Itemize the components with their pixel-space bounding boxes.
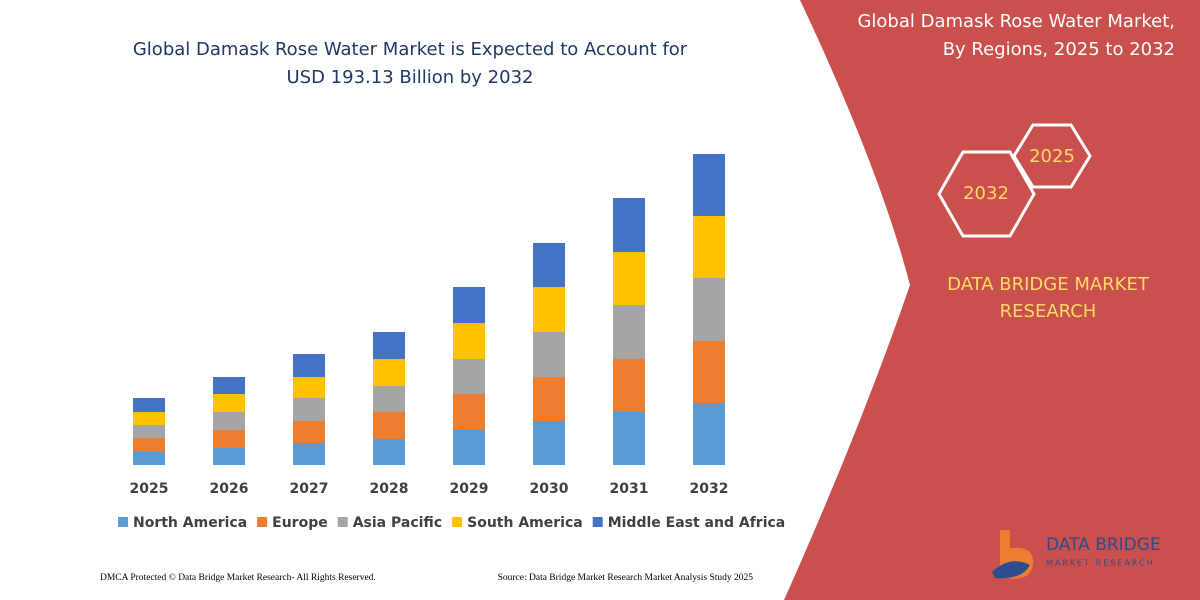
bar-segment xyxy=(213,377,245,394)
footer-source: Source: Data Bridge Market Research Mark… xyxy=(498,573,754,583)
bar-segment xyxy=(293,443,325,465)
bar-segment xyxy=(213,448,245,465)
bar-segment xyxy=(613,359,645,412)
legend-label: Asia Pacific xyxy=(353,515,442,531)
panel-title: Global Damask Rose Water Market, xyxy=(857,11,1175,32)
red-panel xyxy=(784,0,1200,600)
bar-segment xyxy=(453,287,485,323)
legend-swatch xyxy=(337,517,348,527)
chart-title: USD 193.13 Billion by 2032 xyxy=(287,67,534,88)
bar-segment xyxy=(293,398,325,421)
bar-segment xyxy=(613,412,645,465)
bar-segment xyxy=(533,243,565,287)
bar-segment xyxy=(373,359,405,386)
bar-segment xyxy=(213,412,245,430)
brand-text: RESEARCH xyxy=(1000,301,1097,322)
bar-segment xyxy=(693,341,725,403)
bar-segment xyxy=(693,403,725,465)
chart-title: Global Damask Rose Water Market is Expec… xyxy=(133,39,688,60)
bar-segment xyxy=(293,421,325,443)
bar-segment xyxy=(533,332,565,377)
bar-segment xyxy=(693,216,725,278)
x-tick-label: 2031 xyxy=(610,481,649,497)
bar-segment xyxy=(533,421,565,465)
bar-segment xyxy=(133,438,165,452)
bar-segment xyxy=(373,439,405,465)
bar-segment xyxy=(453,323,485,359)
bar-segment xyxy=(693,278,725,341)
hexagon-label: 2032 xyxy=(963,183,1009,204)
legend-swatch xyxy=(592,517,603,527)
bar-segment xyxy=(373,412,405,439)
bar-segment xyxy=(613,305,645,359)
legend-label: North America xyxy=(133,515,247,531)
bar-segment xyxy=(213,430,245,448)
legend-label: South America xyxy=(467,515,583,531)
bar-segment xyxy=(133,398,165,412)
footer-note: DMCA Protected © Data Bridge Market Rese… xyxy=(100,572,376,583)
bar-segment xyxy=(293,354,325,377)
legend-swatch xyxy=(257,517,268,527)
bar-segment xyxy=(533,287,565,332)
hexagon xyxy=(937,150,1036,238)
bar-segment xyxy=(213,394,245,412)
bar-segment xyxy=(693,154,725,216)
bar-segment xyxy=(133,425,165,438)
bar-segment xyxy=(133,452,165,465)
x-tick-label: 2028 xyxy=(370,481,409,497)
x-tick-label: 2030 xyxy=(530,481,569,497)
bar-segment xyxy=(133,412,165,425)
bar-segment xyxy=(613,252,645,305)
logo-name: DATA BRIDGE xyxy=(1046,535,1161,555)
legend-swatch xyxy=(452,517,463,527)
bar-segment xyxy=(453,430,485,465)
logo-tagline: MARKET RESEARCH xyxy=(1046,559,1155,568)
brand-text: DATA BRIDGE MARKET xyxy=(947,274,1150,295)
legend-label: Middle East and Africa xyxy=(608,515,786,531)
x-tick-label: 2027 xyxy=(290,481,329,497)
x-tick-label: 2026 xyxy=(210,481,249,497)
legend-label: Europe xyxy=(272,515,328,531)
bar-segment xyxy=(453,359,485,394)
x-tick-label: 2025 xyxy=(130,481,169,497)
legend-swatch xyxy=(118,517,128,527)
x-tick-label: 2029 xyxy=(450,481,489,497)
bar-segment xyxy=(533,377,565,421)
bar-segment xyxy=(613,198,645,252)
logo-mark xyxy=(992,561,1030,579)
hexagon-label: 2025 xyxy=(1029,146,1075,167)
x-tick-label: 2032 xyxy=(690,481,729,497)
bar-segment xyxy=(373,332,405,359)
bar-segment xyxy=(373,386,405,412)
bar-segment xyxy=(453,394,485,430)
bar-segment xyxy=(293,377,325,398)
panel-title: By Regions, 2025 to 2032 xyxy=(943,39,1175,60)
